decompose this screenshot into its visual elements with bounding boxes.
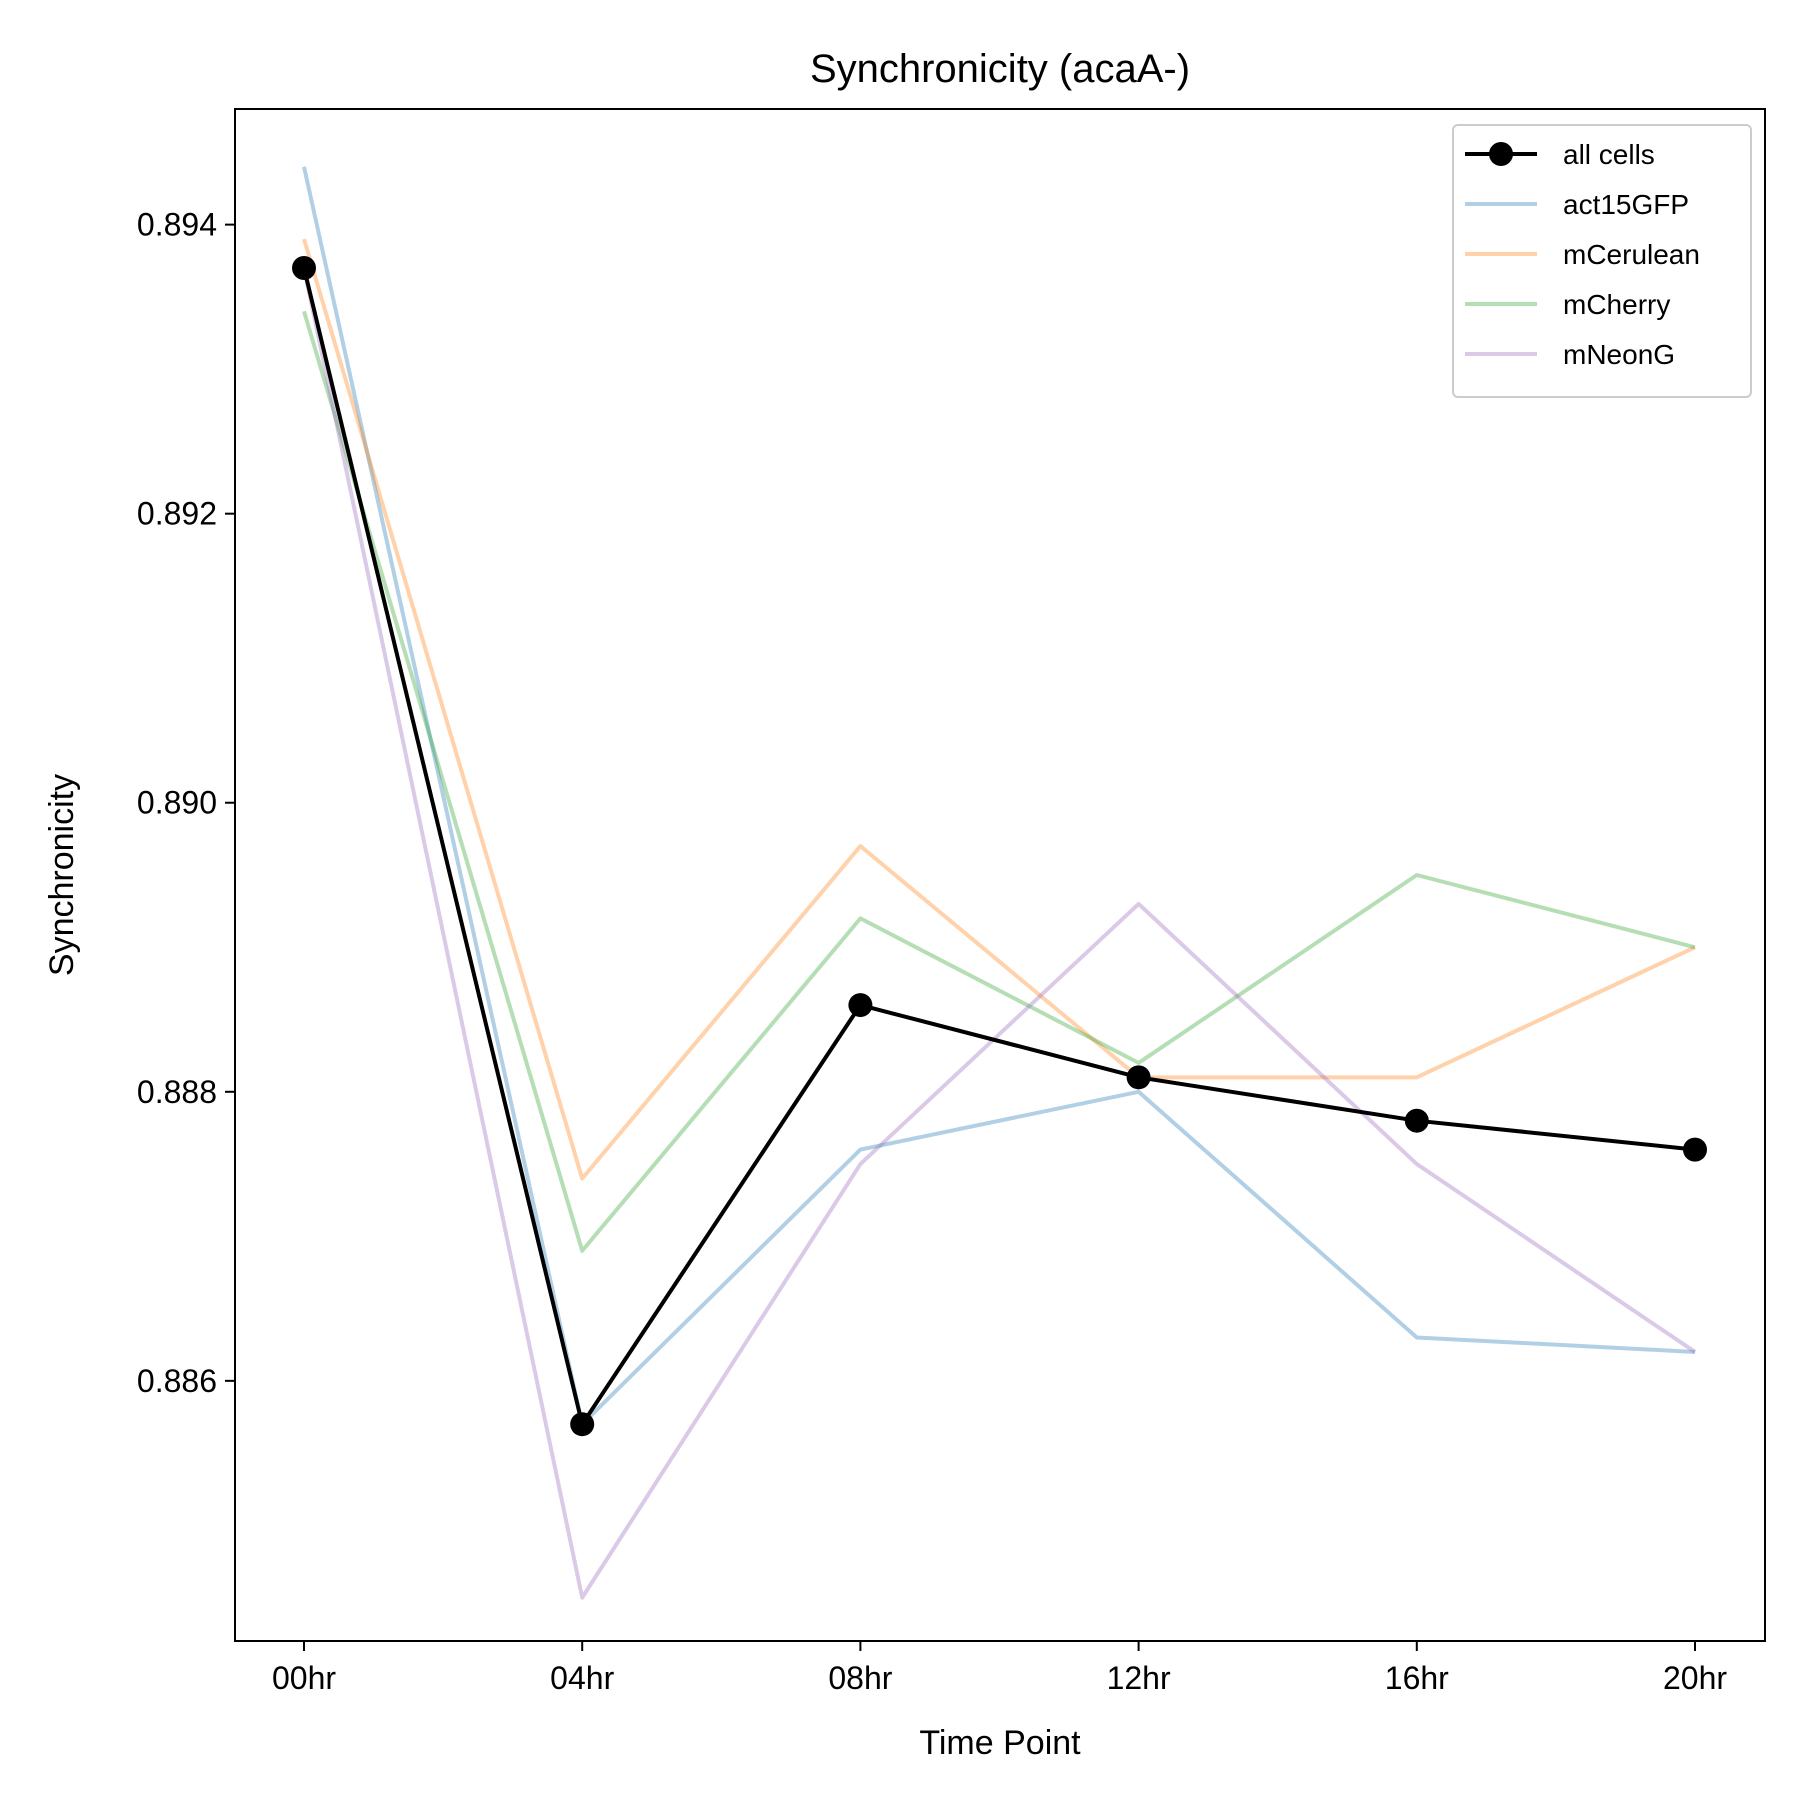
data-point: [292, 255, 316, 280]
series-line-all-cells: [302, 267, 1696, 1427]
legend-label: mCherry: [1563, 289, 1670, 320]
y-tick-label: 0.892: [137, 496, 217, 532]
legend-label: all cells: [1563, 139, 1655, 170]
x-tick-label: 12hr: [1107, 1660, 1171, 1696]
y-tick-label: 0.888: [137, 1074, 217, 1110]
y-axis-label: Synchronicity: [43, 774, 81, 976]
x-tick-label: 00hr: [272, 1660, 336, 1696]
series-line-mneong: [302, 267, 1697, 1600]
y-tick-label: 0.890: [137, 785, 217, 821]
data-point: [848, 993, 873, 1018]
legend-box: [1452, 124, 1752, 398]
chart-title: Synchronicity (acaA-): [810, 47, 1190, 91]
legend-label: act15GFP: [1563, 189, 1689, 220]
x-tick-label: 16hr: [1385, 1660, 1449, 1696]
legend: all cells act15GFP mCerulean mCherry mNeonG: [1452, 124, 1752, 398]
series-line-mcherry: [302, 310, 1696, 1253]
legend-marker: [1489, 142, 1513, 166]
x-axis-label: Time Point: [919, 1724, 1081, 1762]
plot-frame: [234, 108, 1766, 1642]
data-point: [1126, 1065, 1151, 1090]
x-axis: 00hr 04hr 08hr 12hr 16hr 20hr: [272, 1641, 1727, 1696]
series-line-mcerulean: [302, 238, 1696, 1181]
data-point: [1683, 1137, 1707, 1162]
y-tick-label: 0.894: [137, 207, 217, 243]
plot-area: [292, 166, 1707, 1600]
x-tick-label: 08hr: [828, 1660, 892, 1696]
y-axis: 0.886 0.888 0.890 0.892 0.894: [137, 207, 235, 1399]
legend-label: mCerulean: [1563, 239, 1700, 270]
series-line-act15gfp: [302, 166, 1696, 1427]
y-tick-label: 0.886: [137, 1363, 217, 1399]
x-tick-label: 04hr: [550, 1660, 614, 1696]
legend-label: mNeonG: [1563, 339, 1675, 370]
data-point: [570, 1412, 595, 1437]
data-point: [1404, 1108, 1429, 1133]
x-tick-label: 20hr: [1663, 1660, 1727, 1696]
